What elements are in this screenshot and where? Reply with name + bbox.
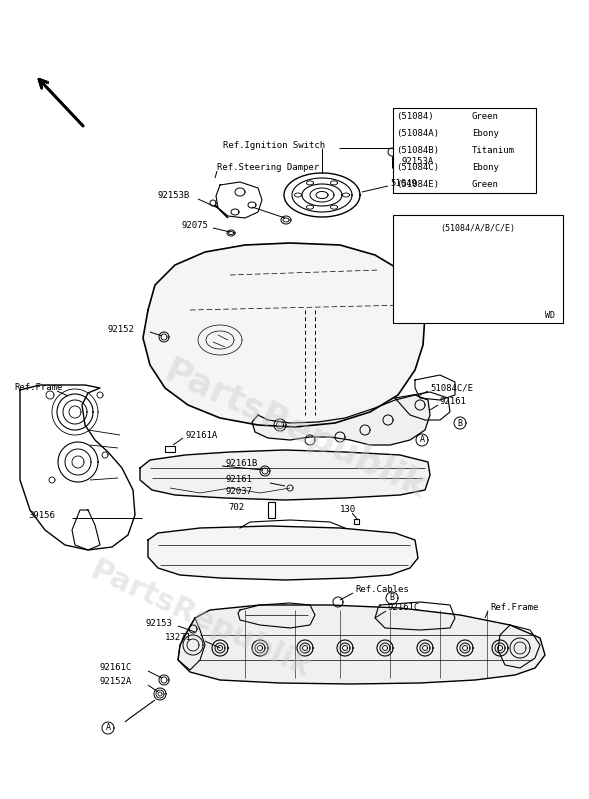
Text: Green: Green [472, 180, 499, 189]
Text: 92161B: 92161B [225, 459, 257, 467]
Polygon shape [178, 605, 545, 684]
Text: (51084/A/B/C/E): (51084/A/B/C/E) [441, 224, 515, 233]
Text: 130: 130 [340, 506, 356, 515]
Text: 92152: 92152 [108, 325, 135, 335]
Text: PartsRepublik: PartsRepublik [158, 354, 432, 506]
Text: Ref.Frame: Ref.Frame [490, 603, 538, 613]
Text: B: B [458, 419, 462, 427]
Bar [393, 215, 563, 323]
Text: (51084A): (51084A) [396, 129, 439, 138]
Text: A: A [105, 724, 111, 733]
Text: PartsRepublik: PartsRepublik [85, 556, 315, 684]
Polygon shape [148, 526, 418, 580]
Text: Ref.Frame: Ref.Frame [14, 384, 62, 392]
Text: Ref.Ignition Switch: Ref.Ignition Switch [223, 141, 325, 149]
Text: Ref.Steering Damper: Ref.Steering Damper [217, 164, 319, 173]
Polygon shape [140, 450, 430, 500]
Text: 92153: 92153 [145, 618, 172, 627]
Text: 702: 702 [228, 503, 244, 512]
Text: 92161A: 92161A [185, 431, 217, 439]
Text: 92037: 92037 [225, 487, 252, 495]
Text: (51084E): (51084E) [396, 180, 439, 189]
Text: Titanium: Titanium [472, 146, 515, 155]
Polygon shape [143, 243, 425, 427]
Text: 92153A: 92153A [402, 157, 434, 166]
Text: 92153B: 92153B [158, 192, 190, 201]
Text: 92161: 92161 [440, 397, 467, 407]
Text: B: B [389, 594, 395, 602]
Text: Ref.Cables: Ref.Cables [355, 586, 409, 594]
Text: 92161: 92161 [225, 475, 252, 484]
Text: 39156: 39156 [28, 511, 55, 519]
Text: 92075: 92075 [182, 221, 209, 229]
Text: Green: Green [472, 112, 499, 121]
Text: Ebony: Ebony [472, 163, 499, 172]
Bar [165, 446, 175, 452]
Polygon shape [252, 395, 430, 445]
Text: 13271: 13271 [165, 634, 192, 642]
Text: 51084C/E: 51084C/E [430, 384, 473, 392]
Text: (51084): (51084) [396, 112, 434, 121]
Text: 92152A: 92152A [100, 678, 133, 686]
Text: 51049: 51049 [390, 178, 417, 188]
Text: 92161C: 92161C [100, 663, 133, 673]
Text: 92161C: 92161C [388, 603, 420, 613]
Bar [393, 108, 536, 193]
Bar [268, 502, 275, 518]
Bar [354, 519, 359, 524]
Bar [286, 486, 294, 491]
Text: A: A [419, 435, 425, 444]
Polygon shape [395, 228, 510, 295]
Text: (51084B): (51084B) [396, 146, 439, 155]
Text: WD: WD [545, 311, 555, 320]
Text: (51084C): (51084C) [396, 163, 439, 172]
Text: Ebony: Ebony [472, 129, 499, 138]
